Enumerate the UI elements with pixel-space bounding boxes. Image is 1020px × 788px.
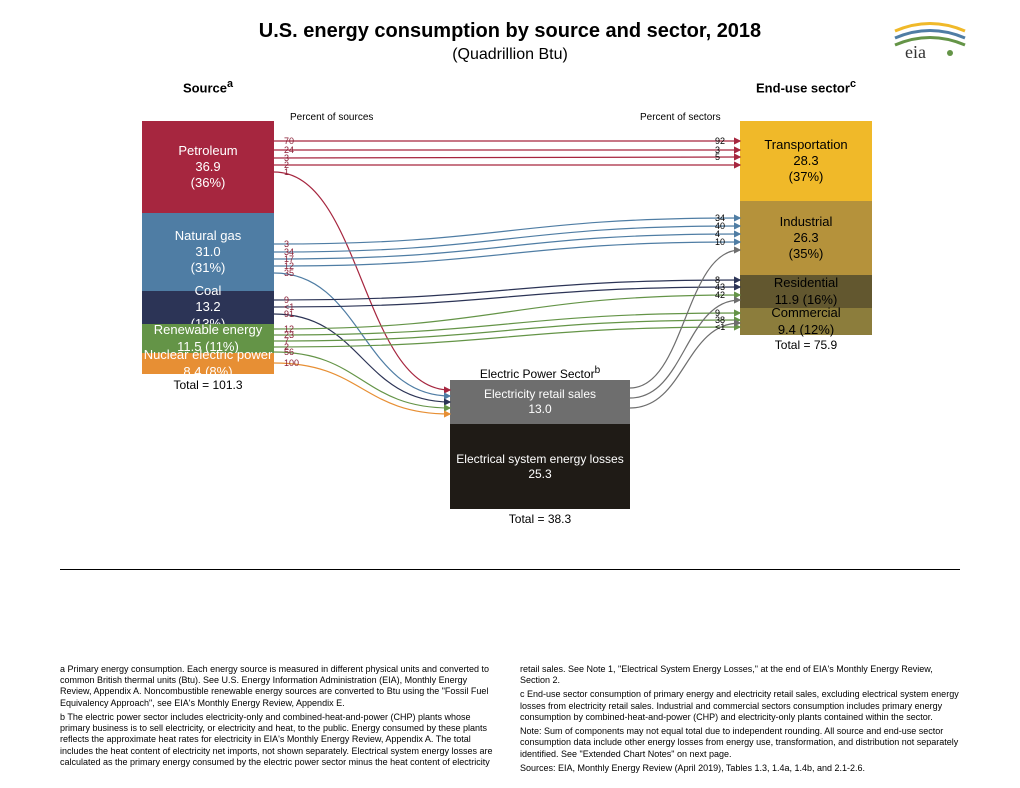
flow-pct-label: 5 bbox=[715, 152, 720, 162]
sectors-header: End-use sectorc bbox=[740, 78, 872, 95]
flow-pct-label: 42 bbox=[715, 290, 725, 300]
flow-pct-label: 91 bbox=[284, 309, 294, 319]
sector-block: Residential11.9 (16%) bbox=[740, 275, 872, 308]
footnotes: a Primary energy consumption. Each energ… bbox=[60, 664, 960, 774]
eps-block: Electricity retail sales13.0 bbox=[450, 380, 630, 424]
flow-pct-label: 56 bbox=[284, 347, 294, 357]
flow-pct-label: <1 bbox=[715, 322, 725, 332]
eps-header: Electric Power Sectorb bbox=[450, 365, 630, 381]
flow-pct-label: 10 bbox=[715, 237, 725, 247]
flow-pct-label: 100 bbox=[284, 358, 299, 368]
sources-total: Total = 101.3 bbox=[142, 378, 274, 392]
sectors-total: Total = 75.9 bbox=[740, 338, 872, 352]
source-block: Coal13.2(13%) bbox=[142, 291, 274, 324]
footnote-rule bbox=[60, 569, 960, 570]
eps-block: Electrical system energy losses 25.3 bbox=[450, 424, 630, 509]
eia-logo: eia bbox=[890, 16, 970, 61]
source-block: Natural gas31.0(31%) bbox=[142, 213, 274, 291]
page-title: U.S. energy consumption by source and se… bbox=[0, 20, 1020, 43]
sector-block: Transportation28.3(37%) bbox=[740, 121, 872, 201]
pct-sources-label: Percent of sources bbox=[290, 112, 373, 123]
source-block: Petroleum36.9(36%) bbox=[142, 121, 274, 213]
sources-header: Sourcea bbox=[142, 78, 274, 95]
sector-block: Industrial26.3(35%) bbox=[740, 201, 872, 275]
svg-text:eia: eia bbox=[905, 42, 926, 61]
pct-sectors-label: Percent of sectors bbox=[640, 112, 721, 123]
sector-block: Commercial9.4 (12%) bbox=[740, 308, 872, 335]
eps-total: Total = 38.3 bbox=[450, 512, 630, 526]
page-subtitle: (Quadrillion Btu) bbox=[0, 46, 1020, 64]
flow-pct-label: 1 bbox=[284, 167, 289, 177]
source-block: Nuclear electric power8.4 (8%) bbox=[142, 353, 274, 374]
flow-pct-label: 35 bbox=[284, 268, 294, 278]
